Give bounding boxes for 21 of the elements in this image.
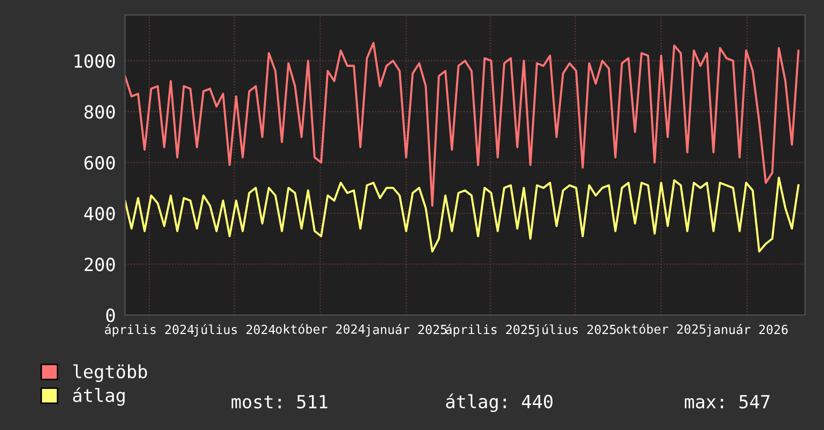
x-tick-label: április 2025 [446, 324, 534, 337]
y-tick-label: 600 [84, 156, 115, 170]
y-tick-label: 200 [84, 258, 115, 272]
x-tick-label: április 2024 [104, 324, 194, 337]
y-tick-label: 1000 [74, 54, 115, 68]
legend-label: legtöbb [73, 364, 147, 382]
x-tick-label: október 2024 [276, 324, 365, 334]
x-tick-label: július 2024 [194, 324, 276, 337]
x-tick-label: július 2025 [534, 324, 616, 337]
line-series [125, 42, 800, 207]
line-series [125, 176, 800, 252]
text: max: 547 [684, 395, 770, 408]
y-tick-label: 400 [84, 206, 115, 220]
y-tick-label: 0 [106, 308, 115, 322]
x-tick-label: október 2025 [616, 324, 706, 334]
x-tick-label: január 2026 [706, 324, 788, 337]
x-tick-label: január 2025 [366, 324, 447, 337]
y-tick-label: 800 [84, 105, 115, 119]
text: átlag: 440 [446, 394, 552, 412]
text: most: 511 [232, 395, 328, 408]
legend-label: átlag [73, 387, 125, 406]
